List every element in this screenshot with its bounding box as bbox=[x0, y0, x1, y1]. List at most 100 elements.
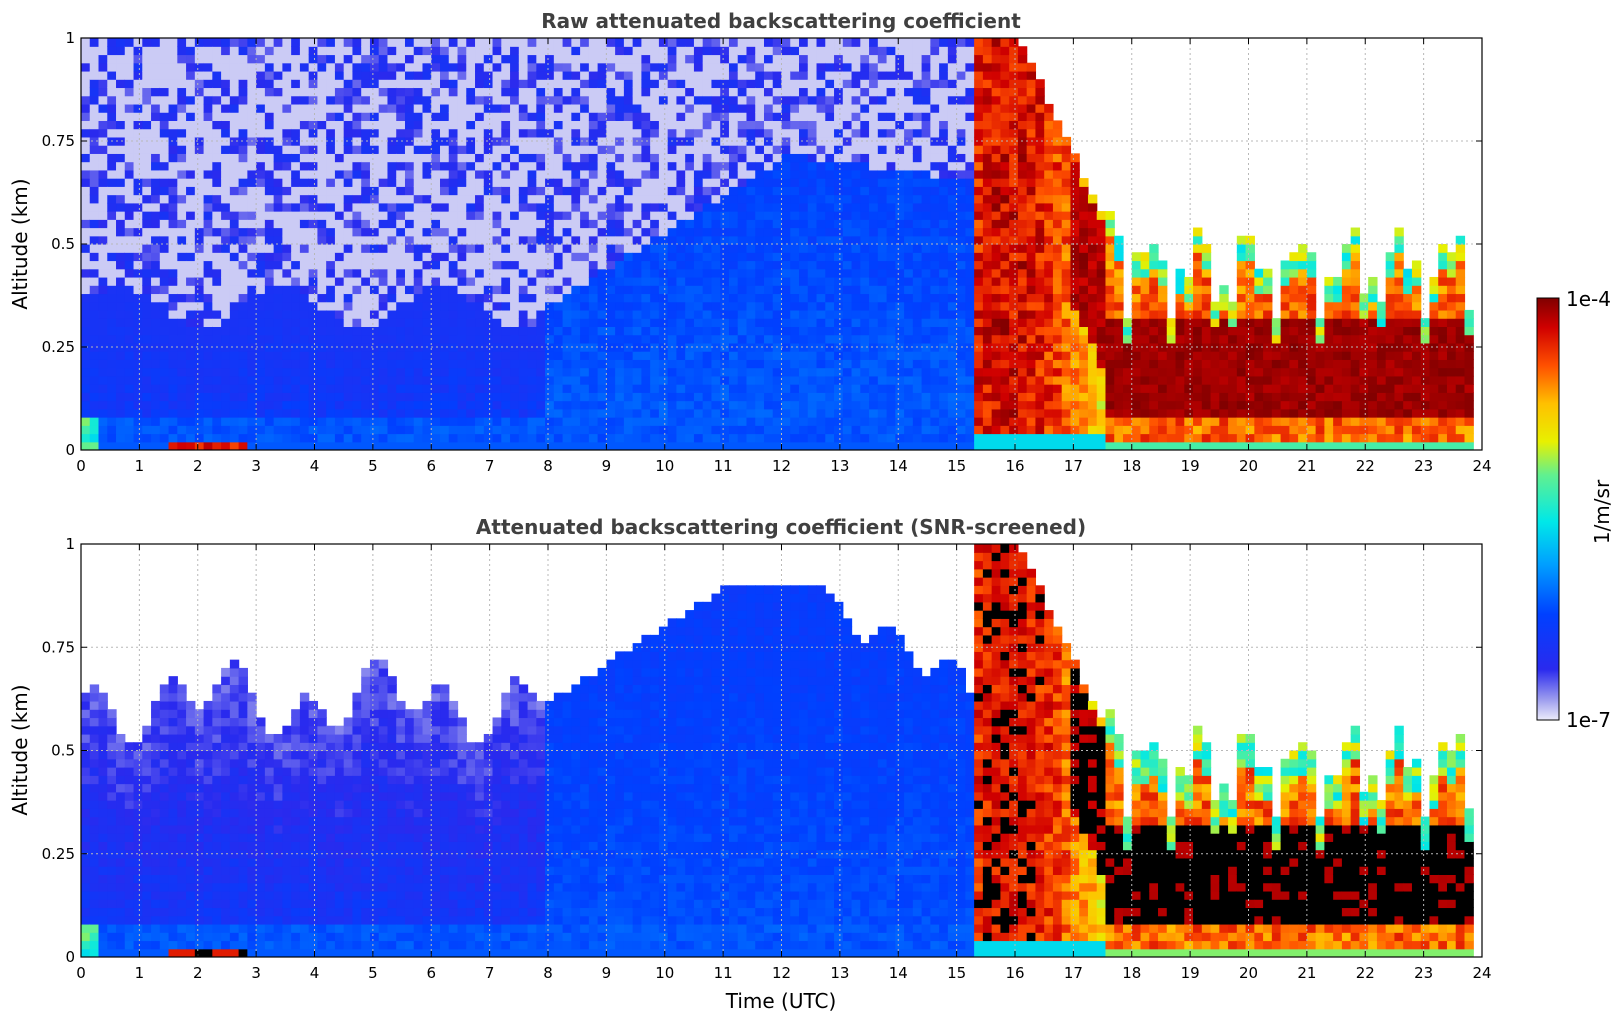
heatmap-cell bbox=[229, 38, 240, 47]
heatmap-cell bbox=[212, 367, 222, 377]
heatmap-cell bbox=[238, 194, 248, 204]
heatmap-cell bbox=[343, 54, 354, 64]
heatmap-cell bbox=[291, 194, 301, 204]
heatmap-cell bbox=[229, 235, 240, 245]
heatmap-cell bbox=[273, 268, 283, 278]
heatmap-cell bbox=[799, 417, 809, 426]
heatmap-cell bbox=[799, 62, 809, 72]
heatmap-cell bbox=[369, 227, 380, 237]
heatmap-cell bbox=[203, 392, 213, 402]
heatmap-cell bbox=[510, 178, 520, 187]
heatmap-cell bbox=[483, 87, 494, 97]
heatmap-cell bbox=[291, 285, 301, 295]
heatmap-cell bbox=[790, 285, 800, 295]
heatmap-cell bbox=[466, 128, 476, 138]
heatmap-cell bbox=[273, 351, 283, 360]
heatmap-cell bbox=[264, 161, 275, 171]
heatmap-cell bbox=[361, 169, 371, 179]
heatmap-cell bbox=[571, 112, 581, 121]
heatmap-cell bbox=[807, 95, 818, 105]
heatmap-cell bbox=[597, 202, 607, 212]
heatmap-cell bbox=[107, 178, 117, 187]
heatmap-cell bbox=[457, 260, 467, 270]
heatmap-cell bbox=[116, 384, 126, 393]
heatmap-cell bbox=[168, 153, 178, 163]
heatmap-cell bbox=[492, 194, 502, 204]
heatmap-cell bbox=[282, 202, 292, 212]
heatmap-cell bbox=[807, 326, 818, 336]
heatmap-cell bbox=[308, 128, 319, 138]
heatmap-cell bbox=[352, 359, 362, 369]
heatmap-cell bbox=[431, 46, 441, 56]
heatmap-cell bbox=[790, 359, 800, 369]
heatmap-cell bbox=[343, 62, 354, 72]
heatmap-cell bbox=[518, 87, 529, 97]
heatmap-cell bbox=[615, 87, 625, 97]
heatmap-cell bbox=[904, 326, 914, 336]
heatmap-cell bbox=[256, 169, 266, 179]
heatmap-cell bbox=[501, 38, 511, 47]
heatmap-cell bbox=[159, 252, 170, 262]
heatmap-cell bbox=[483, 54, 494, 64]
heatmap-cell bbox=[247, 194, 257, 204]
heatmap-cell bbox=[632, 309, 642, 319]
heatmap-cell bbox=[877, 260, 888, 270]
heatmap-cell bbox=[860, 417, 870, 426]
heatmap-cell bbox=[755, 334, 765, 344]
heatmap-cell bbox=[518, 202, 529, 212]
heatmap-cell bbox=[799, 334, 809, 344]
heatmap-cell bbox=[536, 285, 546, 295]
heatmap-cell bbox=[317, 425, 327, 435]
heatmap-cell bbox=[615, 95, 625, 105]
heatmap-cell bbox=[518, 54, 529, 64]
heatmap-cell bbox=[492, 359, 502, 369]
heatmap-cell bbox=[720, 186, 730, 196]
heatmap-cell bbox=[763, 153, 774, 163]
heatmap-cell bbox=[545, 186, 555, 196]
heatmap-cell bbox=[527, 38, 537, 47]
heatmap-cell bbox=[527, 367, 537, 377]
heatmap-cell bbox=[851, 87, 861, 97]
heatmap-cell bbox=[746, 178, 756, 187]
heatmap-cell bbox=[151, 367, 161, 377]
heatmap-cell bbox=[886, 87, 896, 97]
heatmap-cell bbox=[912, 186, 923, 196]
heatmap-cell bbox=[151, 219, 161, 229]
heatmap-cell bbox=[877, 318, 888, 327]
heatmap-cell bbox=[834, 211, 844, 220]
heatmap-cell bbox=[947, 186, 958, 196]
heatmap-cell bbox=[851, 103, 861, 113]
heatmap-cell bbox=[343, 128, 354, 138]
heatmap-cell bbox=[317, 260, 327, 270]
heatmap-cell bbox=[133, 441, 143, 450]
heatmap-cell bbox=[615, 128, 625, 138]
heatmap-cell bbox=[895, 417, 905, 426]
heatmap-cell bbox=[256, 54, 266, 64]
heatmap-cell bbox=[203, 384, 213, 393]
heatmap-cell bbox=[632, 433, 642, 443]
heatmap-cell bbox=[693, 334, 704, 344]
heatmap-cell bbox=[545, 128, 555, 138]
heatmap-cell bbox=[422, 194, 432, 204]
heatmap-cell bbox=[107, 153, 117, 163]
heatmap-cell bbox=[334, 359, 345, 369]
heatmap-cell bbox=[763, 285, 774, 295]
heatmap-cell bbox=[571, 417, 581, 426]
heatmap-cell bbox=[588, 202, 599, 212]
heatmap-cell bbox=[658, 268, 669, 278]
heatmap-cell bbox=[256, 268, 266, 278]
heatmap-cell bbox=[177, 112, 187, 121]
heatmap-cell bbox=[536, 351, 546, 360]
heatmap-cell bbox=[387, 285, 397, 295]
heatmap-cell bbox=[553, 252, 564, 262]
heatmap-cell bbox=[107, 46, 117, 56]
heatmap-cell bbox=[151, 235, 161, 245]
heatmap-cell bbox=[921, 54, 931, 64]
heatmap-cell bbox=[510, 425, 520, 435]
heatmap-cell bbox=[142, 169, 152, 179]
heatmap-cell bbox=[763, 219, 774, 229]
heatmap-cell bbox=[834, 260, 844, 270]
heatmap-cell bbox=[264, 153, 275, 163]
heatmap-cell bbox=[877, 425, 888, 435]
heatmap-cell bbox=[711, 153, 721, 163]
